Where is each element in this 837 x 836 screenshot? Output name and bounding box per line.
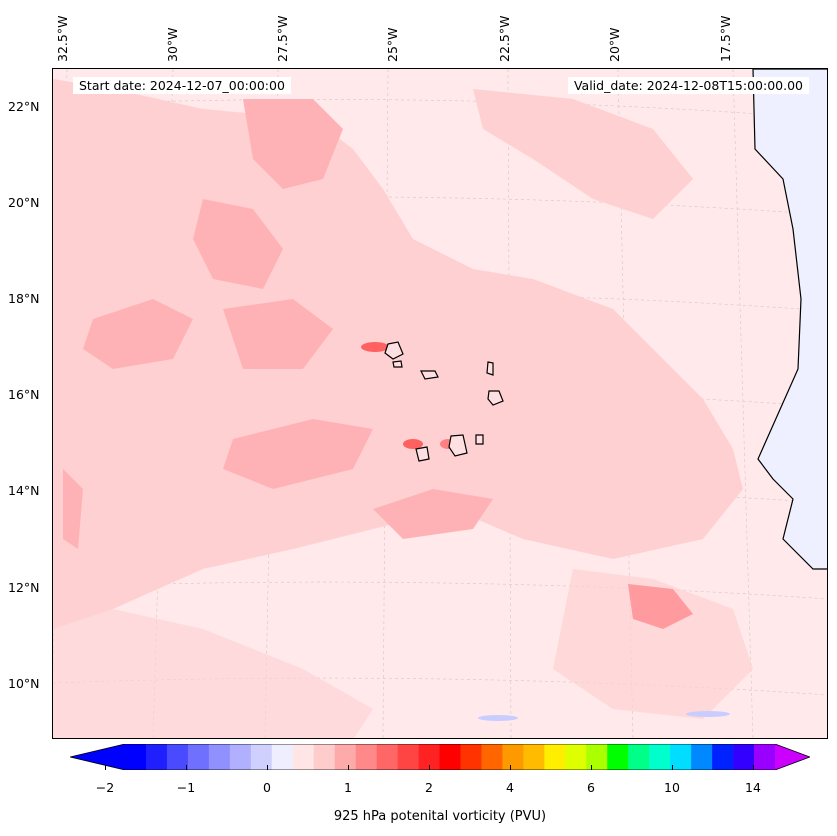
colorbar-cell <box>271 744 294 770</box>
colorbar-tick-label: 2 <box>425 780 433 795</box>
colorbar-tick-label: −2 <box>95 780 115 795</box>
colorbar-tick <box>267 765 268 770</box>
colorbar-tick <box>186 765 187 770</box>
colorbar-cell <box>586 744 608 770</box>
colorbar-cell <box>754 744 776 770</box>
colorbar-tick <box>591 765 592 770</box>
colorbar-extend-right <box>775 744 810 770</box>
colorbar-cell <box>292 744 315 770</box>
colorbar-cell <box>376 744 398 770</box>
pv-blue-patches <box>478 711 730 721</box>
colorbar-cell <box>565 744 587 770</box>
colorbar-title: 925 hPa potenital vorticity (PVU) <box>333 809 547 824</box>
latitude-label: 12°N <box>8 580 40 595</box>
colorbar-tick-label: 6 <box>587 780 595 795</box>
colorbar-tick <box>753 765 754 770</box>
colorbar-cell <box>418 744 440 770</box>
latitude-label: 10°N <box>8 676 40 691</box>
cape-verde-islands <box>384 341 504 462</box>
latitude-label: 18°N <box>8 291 40 306</box>
pv-field-map <box>53 69 827 738</box>
colorbar-tick <box>348 765 349 770</box>
colorbar-tick-label: 0 <box>263 780 271 795</box>
colorbar-tick <box>429 765 430 770</box>
colorbar-cell <box>712 744 734 770</box>
latitude-label: 14°N <box>8 483 40 498</box>
colorbar-tick <box>510 765 511 770</box>
start-date-label: Start date: 2024-12-07_00:00:00 <box>73 77 291 94</box>
colorbar-cell <box>397 744 419 770</box>
colorbar-cell <box>691 744 713 770</box>
colorbar-cell <box>355 744 377 770</box>
colorbar-tick <box>672 765 673 770</box>
colorbar-cell <box>460 744 482 770</box>
pv-light-pink <box>53 79 753 738</box>
colorbar-cell <box>187 744 210 770</box>
colorbar-cell <box>523 744 545 770</box>
map-panel: Start date: 2024-12-07_00:00:00 Valid_da… <box>52 68 828 739</box>
colorbar-tick-label: −1 <box>176 780 196 795</box>
colorbar-extend-left <box>70 744 125 770</box>
colorbar-cell <box>439 744 461 770</box>
valid-date-label: Valid_date: 2024-12-08T15:00:00.00 <box>567 77 809 94</box>
longitude-label: 22.5°W <box>497 15 512 62</box>
colorbar-cell <box>250 744 273 770</box>
colorbar-cell <box>313 744 335 770</box>
colorbar-cell <box>670 744 692 770</box>
colorbar-tick-label: 4 <box>506 780 514 795</box>
longitude-label: 27.5°W <box>275 15 290 62</box>
longitude-label: 20°W <box>607 27 622 62</box>
colorbar-cell <box>208 744 231 770</box>
longitude-label: 25°W <box>385 27 400 62</box>
colorbar-cell <box>334 744 356 770</box>
land-africa <box>752 69 827 570</box>
latitude-label: 22°N <box>8 99 40 114</box>
colorbar <box>70 744 810 770</box>
colorbar-cell <box>502 744 524 770</box>
colorbar-cell <box>544 744 566 770</box>
colorbar-cell <box>229 744 252 770</box>
pv-pink-streaks <box>63 99 693 629</box>
colorbar-cell <box>481 744 503 770</box>
colorbar-cell <box>628 744 650 770</box>
latitude-label: 16°N <box>8 387 40 402</box>
colorbar-tick-label: 14 <box>745 780 761 795</box>
colorbar-tick-label: 1 <box>344 780 352 795</box>
colorbar-cell <box>607 744 629 770</box>
longitude-label: 32.5°W <box>55 15 70 62</box>
colorbar-cell <box>145 744 168 770</box>
colorbar-tick <box>105 765 106 770</box>
colorbar-cell <box>125 744 147 770</box>
latitude-label: 20°N <box>8 195 40 210</box>
longitude-label: 30°W <box>165 27 180 62</box>
longitude-label: 17.5°W <box>718 15 733 62</box>
colorbar-cell <box>166 744 189 770</box>
colorbar-cell <box>649 744 671 770</box>
colorbar-tick-label: 10 <box>664 780 680 795</box>
colorbar-cell <box>733 744 755 770</box>
